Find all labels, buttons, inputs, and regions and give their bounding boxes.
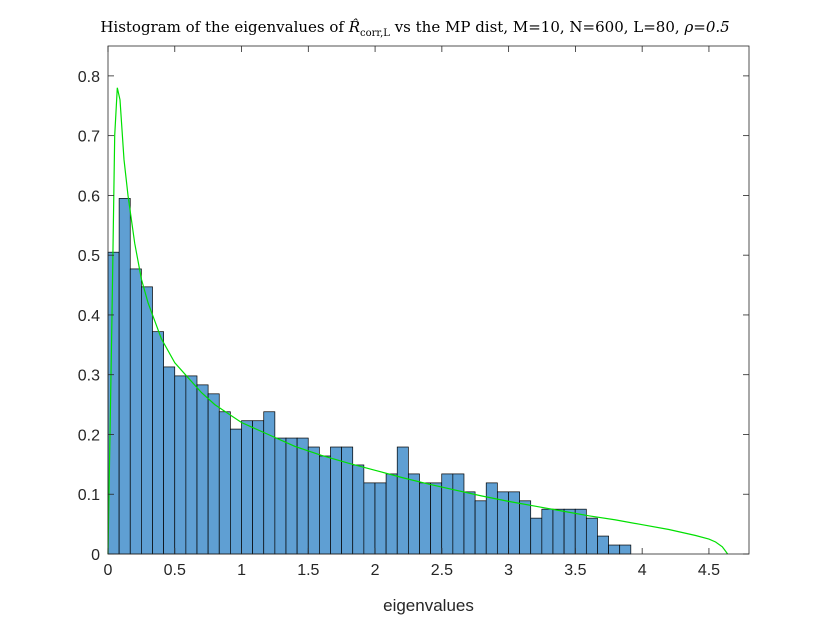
y-tick-label: 0.3	[78, 368, 100, 385]
x-tick-label: 1.5	[297, 562, 319, 579]
histogram-bar	[163, 366, 176, 555]
histogram-bar	[463, 491, 476, 555]
y-tick-label: 0.7	[78, 129, 100, 146]
histogram-bar	[597, 535, 609, 555]
y-tick-label: 0.6	[78, 188, 100, 205]
title-subscript: corr,L	[360, 28, 390, 39]
histogram-bar	[185, 375, 198, 555]
histogram-bar	[407, 473, 420, 555]
histogram-bar	[252, 420, 265, 555]
histogram-bar	[152, 331, 164, 555]
histogram-bar	[541, 508, 554, 555]
ticks-group: 0 0.5 1 1.5 2 2.5 3 3.5 4 4.5 0 0.1 0.2 0.3 0.4 0.5 0.6 0…	[78, 46, 749, 579]
y-tick-label: 0	[91, 547, 100, 564]
x-tick-label: 2	[371, 562, 380, 579]
histogram-bar	[441, 473, 454, 555]
x-tick-label: 2.5	[431, 562, 453, 579]
histogram-bar	[207, 393, 220, 555]
histogram-bar	[319, 455, 331, 555]
histogram-bar	[352, 464, 365, 555]
title-rho: ρ=0.5	[684, 18, 730, 36]
x-tick-label: 3.5	[564, 562, 586, 579]
mp-curve-group	[107, 87, 729, 555]
y-tick-label: 0.5	[78, 248, 100, 265]
histogram-bar	[307, 446, 320, 555]
title-suffix: vs the MP dist, M=10, N=600, L=80,	[389, 18, 685, 36]
y-tick-label: 0.4	[78, 308, 100, 325]
histogram-bar	[530, 517, 543, 555]
x-tick-label: 1	[237, 562, 246, 579]
histogram-bar	[385, 473, 398, 555]
x-tick-label: 0	[104, 562, 113, 579]
axes-group	[107, 45, 750, 555]
x-tick-label: 4.5	[698, 562, 720, 579]
title-symbol: R̂	[348, 18, 361, 36]
bars-group	[107, 198, 632, 555]
histogram-bar	[296, 437, 309, 555]
x-tick-label: 4	[638, 562, 647, 579]
histogram-bar	[230, 428, 242, 555]
histogram-bar	[574, 508, 587, 555]
histogram-bar	[452, 473, 465, 555]
histogram-bar	[552, 508, 565, 555]
histogram-bar	[330, 446, 342, 555]
histogram-bar	[563, 508, 576, 555]
histogram-bar	[396, 446, 409, 555]
histogram-bar	[608, 544, 621, 555]
plot-frame	[107, 45, 750, 555]
histogram-bar	[519, 500, 532, 555]
title-text: Histogram of the eigenvalues of	[100, 18, 344, 36]
histogram-bar	[585, 517, 598, 555]
histogram-bar	[374, 482, 387, 555]
histogram-bar	[129, 268, 142, 555]
histogram-bar	[274, 437, 287, 555]
histogram-bar	[485, 482, 498, 555]
histogram-bar	[430, 482, 443, 555]
histogram-bar	[107, 251, 120, 555]
chart-title: Histogram of the eigenvalues of R̂corr,L…	[0, 18, 830, 39]
y-tick-label: 0.2	[78, 427, 100, 444]
histogram-bar	[285, 437, 298, 555]
histogram-bar	[141, 286, 153, 555]
x-tick-label: 0.5	[164, 562, 186, 579]
x-axis-label: eigenvalues	[383, 596, 474, 615]
histogram-bar	[474, 500, 487, 555]
histogram-bar	[196, 384, 209, 555]
histogram-bar	[118, 198, 131, 555]
histogram-bar	[241, 420, 253, 555]
y-tick-label: 0.8	[78, 69, 100, 86]
histogram-bar	[419, 482, 431, 555]
histogram-bar	[174, 375, 187, 555]
x-tick-label: 3	[504, 562, 513, 579]
y-tick-label: 0.1	[78, 487, 100, 504]
histogram-bar	[363, 482, 376, 555]
histogram-bar	[619, 544, 632, 555]
mp-distribution-line	[107, 87, 729, 555]
histogram-bar	[218, 411, 231, 555]
